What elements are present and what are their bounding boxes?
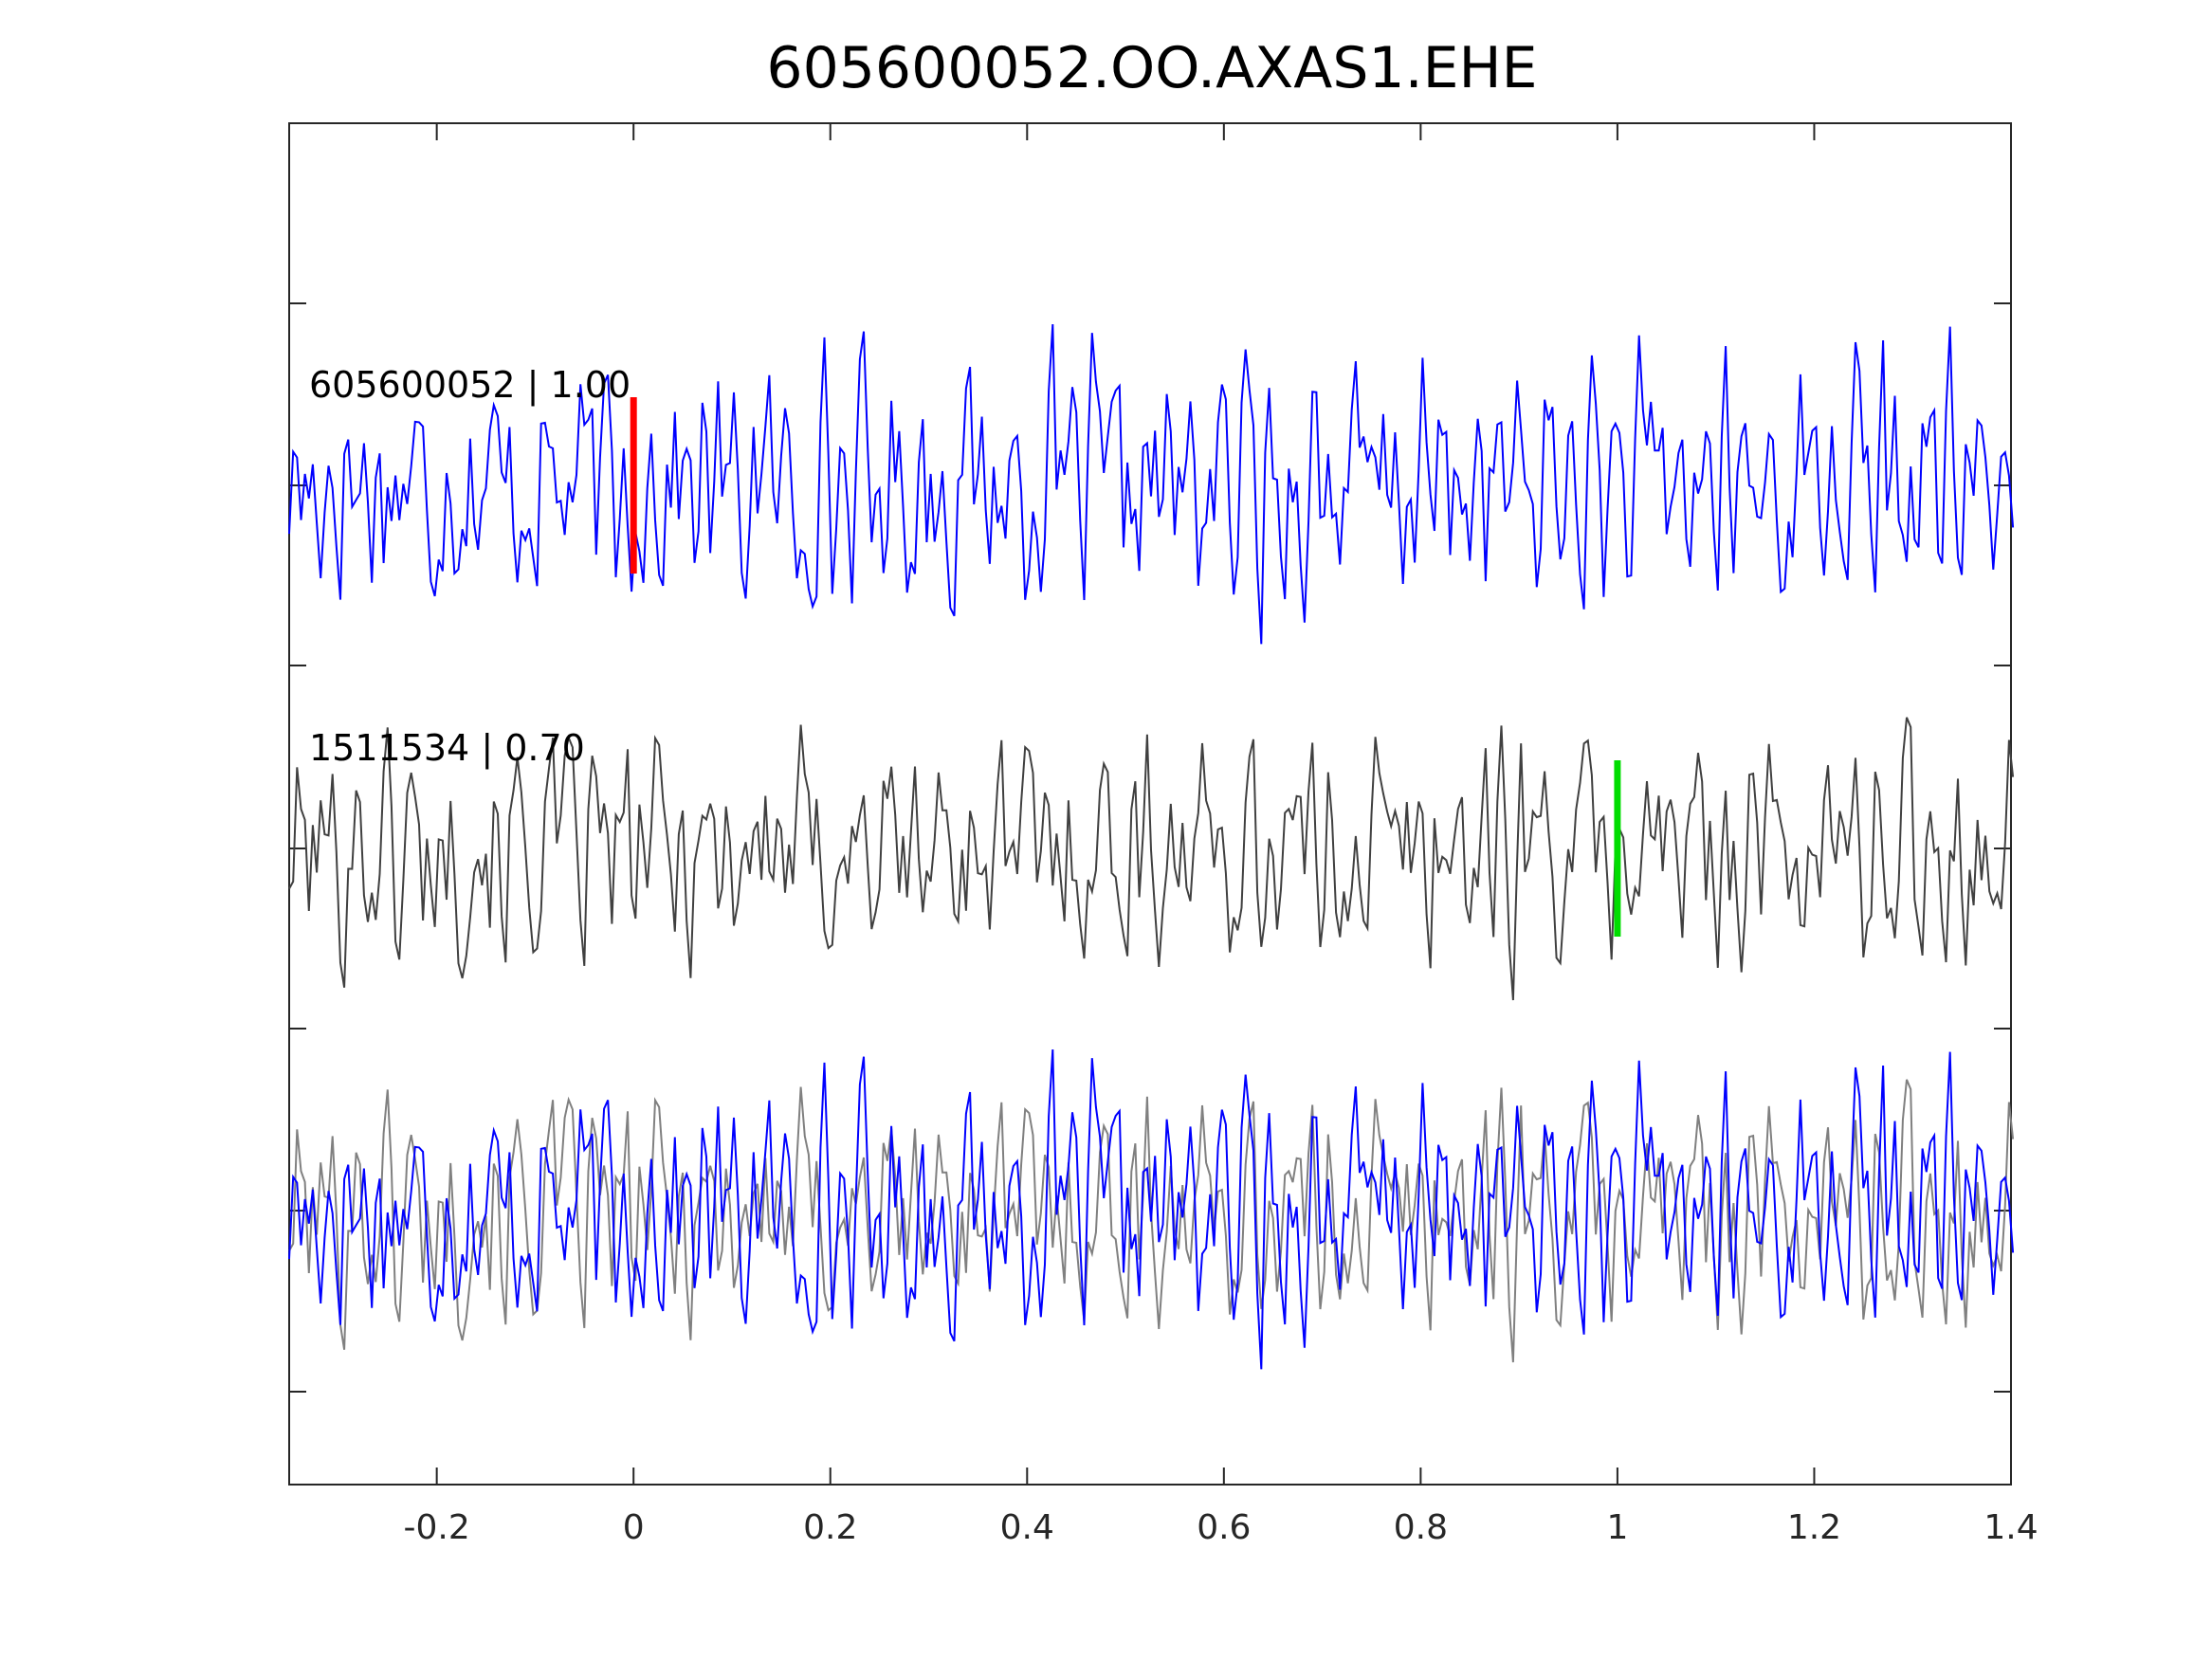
x-tick-label: 0: [623, 1508, 645, 1547]
trace-line: [288, 323, 2015, 645]
x-tick-label: 1.4: [1983, 1508, 2038, 1547]
x-tick-label: 0.2: [803, 1508, 857, 1547]
trace-label: 605600052 | 1.00: [309, 364, 631, 407]
trace-labels: 605600052 | 1.00 1511534 | 0.70: [309, 364, 631, 770]
x-tick-label: 0.6: [1197, 1508, 1251, 1547]
trace-group: [288, 323, 2015, 1370]
axis-ticks: -0.2 0 0.2 0.4 0.6 0.8 1 1.2 1.4: [289, 123, 2038, 1547]
x-tick-label: -0.2: [404, 1508, 470, 1547]
x-tick-label: 0.4: [1000, 1508, 1054, 1547]
overlay-line: [288, 1048, 2015, 1370]
plot-frame: [288, 122, 2012, 1486]
chart-title: 605600052.OO.AXAS1.EHE: [766, 35, 1537, 101]
pick-markers: [630, 397, 1621, 937]
trace-label: 1511534 | 0.70: [309, 727, 585, 770]
trace-line: [288, 717, 2015, 1001]
x-tick-label: 1.2: [1787, 1508, 1841, 1547]
x-tick-label: 0.8: [1394, 1508, 1448, 1547]
x-tick-label: 1: [1606, 1508, 1628, 1547]
